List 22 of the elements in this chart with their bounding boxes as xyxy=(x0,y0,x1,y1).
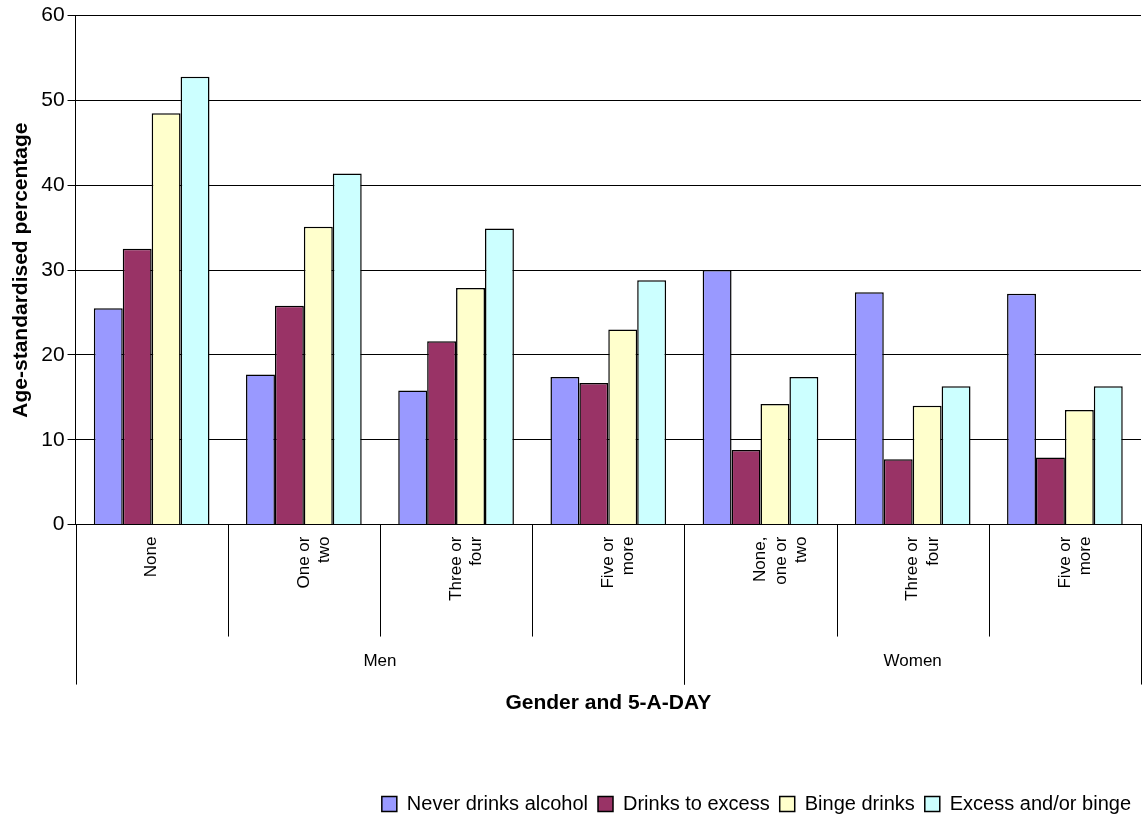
x-tick-label: Three or four xyxy=(445,536,486,601)
x-tick-label: None, one or two xyxy=(750,536,810,585)
x-tick-label: Five or more xyxy=(597,536,638,589)
y-tick-label: 10 xyxy=(41,426,65,450)
x-tick-label: Three or four xyxy=(902,536,942,601)
y-tick-label: 30 xyxy=(41,256,65,280)
x-tick-label: Five or more xyxy=(1054,536,1094,589)
legend-label: Binge drinks xyxy=(804,791,915,814)
y-tick-label: 20 xyxy=(41,341,65,365)
x-tick-label: One or two xyxy=(293,536,333,589)
text: Men xyxy=(363,651,397,671)
legend-label: Drinks to excess xyxy=(623,791,770,814)
y-tick-label: 40 xyxy=(41,172,65,196)
legend-label: Never drinks alcohol xyxy=(406,791,589,814)
x-axis-title: Gender and 5-A-DAY xyxy=(505,690,712,714)
legend-label: Excess and/or binge xyxy=(949,791,1132,814)
x-tick-label: None xyxy=(141,536,161,578)
y-tick-label: 60 xyxy=(41,2,65,26)
y-axis-title: Age-standardised percentage xyxy=(8,122,32,418)
y-tick-label: 50 xyxy=(41,87,65,111)
text: Women xyxy=(883,651,942,671)
y-tick-label: 0 xyxy=(52,511,65,535)
